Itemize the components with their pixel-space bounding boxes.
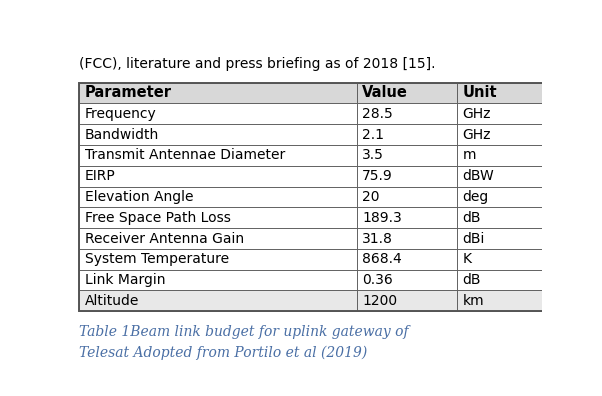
Bar — [457, 166, 545, 187]
Bar — [457, 208, 545, 228]
Text: Transmit Antennae Diameter: Transmit Antennae Diameter — [84, 148, 285, 162]
Text: K: K — [462, 252, 471, 266]
Text: dB: dB — [462, 211, 481, 225]
Bar — [79, 187, 356, 208]
Text: Altitude: Altitude — [84, 294, 139, 308]
Text: Frequency: Frequency — [84, 107, 157, 121]
Bar — [356, 270, 457, 291]
Bar — [457, 145, 545, 166]
Bar — [356, 166, 457, 187]
Bar — [356, 187, 457, 208]
Bar — [356, 124, 457, 145]
Text: m: m — [462, 148, 476, 162]
Bar — [79, 103, 356, 124]
Bar — [79, 228, 356, 249]
Bar — [79, 208, 356, 228]
Text: EIRP: EIRP — [84, 169, 116, 183]
Text: 2.1: 2.1 — [362, 128, 384, 141]
Text: km: km — [462, 294, 484, 308]
Bar — [457, 270, 545, 291]
Text: Bandwidth: Bandwidth — [84, 128, 159, 141]
Bar — [79, 270, 356, 291]
Text: Free Space Path Loss: Free Space Path Loss — [84, 211, 231, 225]
Text: System Temperature: System Temperature — [84, 252, 229, 266]
Text: GHz: GHz — [462, 128, 491, 141]
Bar — [356, 228, 457, 249]
Bar — [79, 83, 356, 103]
Text: GHz: GHz — [462, 107, 491, 121]
Text: dB: dB — [462, 273, 481, 287]
Bar — [457, 249, 545, 270]
Bar — [356, 145, 457, 166]
Bar — [356, 83, 457, 103]
Text: 189.3: 189.3 — [362, 211, 402, 225]
Bar — [356, 103, 457, 124]
Text: Parameter: Parameter — [84, 86, 172, 101]
Text: dBW: dBW — [462, 169, 494, 183]
Bar — [79, 249, 356, 270]
Bar — [457, 83, 545, 103]
Text: Elevation Angle: Elevation Angle — [84, 190, 193, 204]
Bar — [457, 228, 545, 249]
Bar — [457, 187, 545, 208]
Bar — [79, 124, 356, 145]
Bar — [79, 291, 356, 311]
Bar — [457, 291, 545, 311]
Bar — [457, 124, 545, 145]
Text: Telesat Adopted from Portilo et al (2019): Telesat Adopted from Portilo et al (2019… — [79, 346, 367, 360]
Text: 1200: 1200 — [362, 294, 397, 308]
Text: 20: 20 — [362, 190, 380, 204]
Text: 3.5: 3.5 — [362, 148, 384, 162]
Bar — [79, 145, 356, 166]
Bar — [356, 208, 457, 228]
Text: dBi: dBi — [462, 232, 485, 246]
Text: Value: Value — [362, 86, 408, 101]
Text: Link Margin: Link Margin — [84, 273, 165, 287]
Text: (FCC), literature and press briefing as of 2018 [15].: (FCC), literature and press briefing as … — [79, 57, 435, 71]
Text: 0.36: 0.36 — [362, 273, 393, 287]
Text: 868.4: 868.4 — [362, 252, 402, 266]
Text: 31.8: 31.8 — [362, 232, 393, 246]
Text: 75.9: 75.9 — [362, 169, 393, 183]
Bar — [356, 291, 457, 311]
Text: 28.5: 28.5 — [362, 107, 393, 121]
Text: Unit: Unit — [462, 86, 497, 101]
Bar — [79, 166, 356, 187]
Text: Table 1Beam link budget for uplink gateway of: Table 1Beam link budget for uplink gatew… — [79, 325, 409, 339]
Text: deg: deg — [462, 190, 489, 204]
Bar — [356, 249, 457, 270]
Bar — [457, 103, 545, 124]
Text: Receiver Antenna Gain: Receiver Antenna Gain — [84, 232, 244, 246]
Bar — [79, 83, 545, 311]
